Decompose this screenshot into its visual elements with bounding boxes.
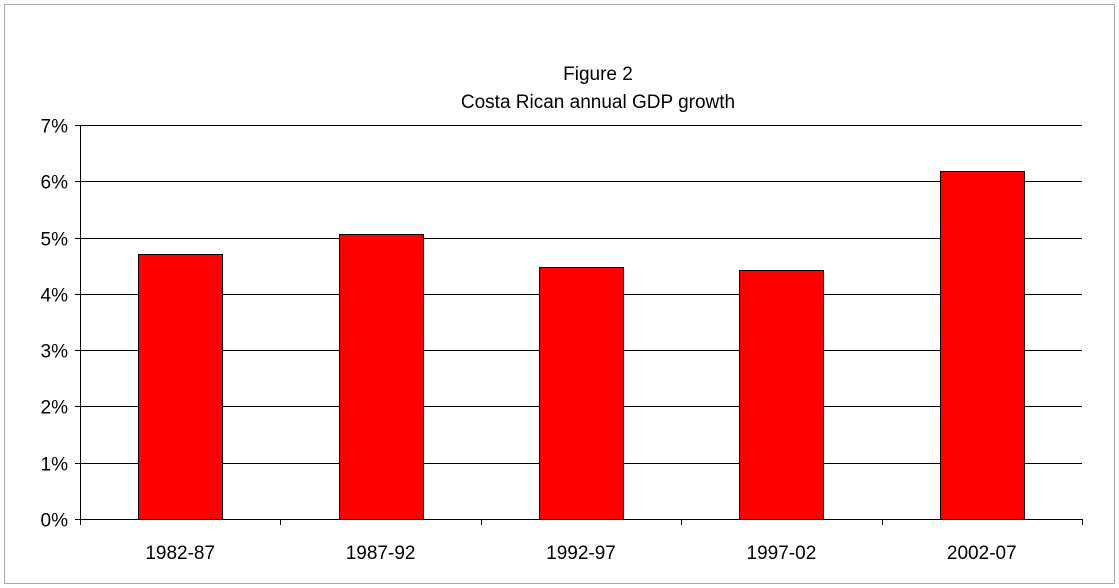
y-tick-label: 3%	[41, 342, 69, 363]
x-tick-label: 1992-97	[546, 543, 616, 564]
gridlines	[80, 125, 1082, 464]
bar	[739, 270, 824, 520]
y-tick-label: 0%	[41, 511, 69, 532]
x-tick-labels: 1982-87 1987-92 1992-97 1997-02 2002-07	[145, 543, 1016, 564]
x-tick-label: 1982-87	[145, 543, 215, 564]
x-tick-label: 1987-92	[346, 543, 416, 564]
y-tick-label: 1%	[41, 455, 69, 476]
bars	[138, 171, 1025, 520]
y-tick-labels: 0% 1% 2% 3% 4% 5% 6% 7%	[41, 117, 69, 532]
y-tick-label: 2%	[41, 398, 69, 419]
bar	[940, 171, 1025, 520]
y-tick-label: 7%	[41, 117, 69, 138]
chart-title: Figure 2	[563, 64, 633, 85]
chart-subtitle: Costa Rican annual GDP growth	[461, 92, 735, 113]
bar	[339, 234, 424, 520]
bar	[138, 254, 223, 520]
y-tick-label: 4%	[41, 286, 69, 307]
y-tick-label: 6%	[41, 173, 69, 194]
bar	[539, 267, 624, 520]
x-tick-label: 1997-02	[747, 543, 817, 564]
axes	[75, 125, 1083, 525]
y-tick-label: 5%	[41, 230, 69, 251]
x-tick-label: 2002-07	[947, 543, 1017, 564]
